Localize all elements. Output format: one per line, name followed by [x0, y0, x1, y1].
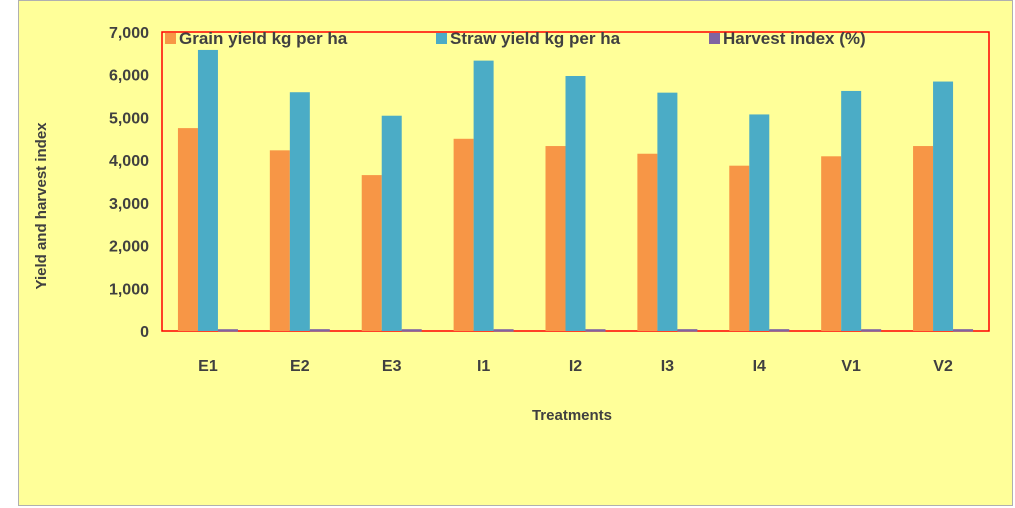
legend-label-1: Grain yield kg per ha — [179, 29, 348, 48]
bar-i1-series-1 — [453, 138, 474, 331]
legend-label-3: Harvest index (%) — [723, 29, 866, 48]
legend-swatch-1 — [165, 33, 176, 44]
bar-i3-series-3 — [677, 329, 698, 332]
x-category-label: I2 — [569, 358, 582, 375]
bar-v1-series-3 — [861, 329, 882, 332]
legend-swatch-3 — [709, 33, 720, 44]
bar-v1-series-2 — [841, 90, 862, 332]
x-category-label: I4 — [753, 358, 766, 375]
x-axis-title: Treatments — [532, 407, 612, 424]
legend: Grain yield kg per ha Straw yield kg per … — [165, 29, 866, 48]
x-category-label: I1 — [477, 358, 490, 375]
bar-i4-series-3 — [769, 329, 790, 332]
x-category-label: V1 — [841, 358, 861, 375]
bar-v2-series-3 — [953, 329, 974, 332]
legend-swatch-2 — [436, 33, 447, 44]
y-tick-label: 3,000 — [109, 196, 149, 213]
bar-i2-series-3 — [585, 329, 606, 332]
legend-label-2: Straw yield kg per ha — [450, 29, 621, 48]
bar-e2-series-3 — [309, 329, 330, 332]
y-axis-ticks: 0 1,000 2,000 3,000 4,000 5,000 6,000 7,000 — [109, 25, 149, 341]
bar-e1-series-3 — [217, 329, 238, 332]
bar-e1-series-2 — [197, 49, 218, 331]
x-category-label: V2 — [933, 358, 953, 375]
y-axis-title: Yield and harvest index — [33, 122, 50, 290]
y-tick-label: 2,000 — [109, 239, 149, 256]
bar-i4-series-1 — [729, 165, 750, 331]
bars — [177, 49, 974, 332]
y-tick-label: 6,000 — [109, 68, 149, 85]
bar-v2-series-2 — [933, 81, 954, 331]
bar-e1-series-1 — [177, 128, 198, 331]
bar-i1-series-2 — [473, 60, 494, 332]
bar-e2-series-1 — [269, 150, 290, 331]
chart-frame: 0 1,000 2,000 3,000 4,000 5,000 6,000 7,000 E1 E… — [18, 0, 1013, 506]
bar-e3-series-3 — [401, 329, 422, 332]
x-category-label: E1 — [198, 358, 218, 375]
bar-i3-series-1 — [637, 153, 658, 331]
y-tick-label: 1,000 — [109, 281, 149, 298]
x-category-label: I3 — [661, 358, 674, 375]
x-category-label: E2 — [290, 358, 310, 375]
bar-i2-series-1 — [545, 146, 566, 331]
y-tick-label: 0 — [140, 324, 149, 341]
bar-e3-series-1 — [361, 175, 382, 331]
bar-v1-series-1 — [821, 156, 842, 331]
y-tick-label: 5,000 — [109, 110, 149, 127]
bar-e2-series-2 — [289, 92, 310, 331]
y-tick-label: 7,000 — [109, 25, 149, 42]
bar-i1-series-3 — [493, 329, 514, 332]
bar-i4-series-2 — [749, 114, 770, 331]
bar-i2-series-2 — [565, 75, 586, 331]
bar-e3-series-2 — [381, 115, 402, 331]
x-category-label: E3 — [382, 358, 402, 375]
y-tick-label: 4,000 — [109, 153, 149, 170]
bar-v2-series-1 — [913, 146, 934, 331]
x-axis-categories: E1 E2 E3 I1 I2 I3 I4 V1 V2 — [198, 358, 953, 375]
bar-i3-series-2 — [657, 92, 678, 331]
